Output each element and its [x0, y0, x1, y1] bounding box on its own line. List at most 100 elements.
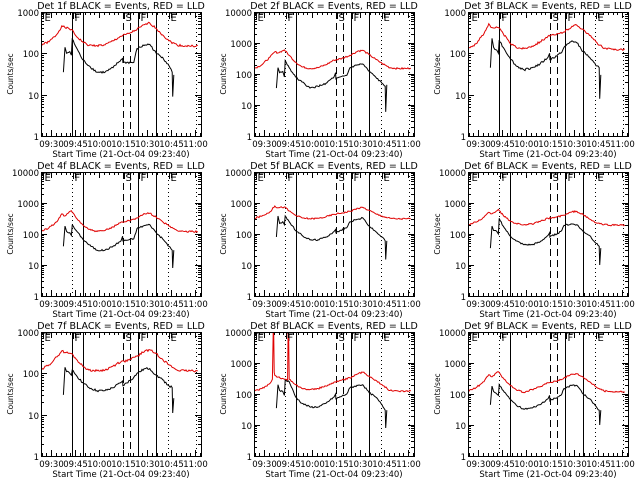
interval-label: F [568, 333, 574, 344]
interval-label: E [258, 173, 264, 184]
y-tick-label: 100 [23, 370, 39, 380]
plot-frame [41, 332, 202, 457]
x-axis-label: Start Time (21-Oct-04 09:23:40) [265, 310, 402, 320]
x-axis-label: Start Time (21-Oct-04 09:23:40) [265, 470, 402, 480]
x-tick-label: 10:30 [562, 140, 587, 150]
x-tick-label: 10:45 [159, 300, 184, 310]
interval-label: E [598, 13, 604, 24]
interval-label: F [568, 13, 574, 24]
lld-series-line [41, 210, 199, 233]
interval-label: E [384, 333, 390, 344]
interval-label: S [126, 173, 132, 184]
interval-label: F [288, 13, 294, 24]
interval-label: F [141, 13, 147, 24]
y-axis-label: Counts/sec [6, 53, 15, 94]
x-tick-label: 10:45 [159, 460, 184, 470]
y-axis-label: Counts/sec [433, 213, 442, 254]
interval-label: S [339, 13, 345, 24]
plot-title: Det 3f BLACK = Events, RED = LLD [464, 1, 632, 12]
x-tick-label: 10:00 [300, 300, 325, 310]
x-tick-label: 10:15 [111, 140, 136, 150]
x-tick-label: 09:45 [63, 300, 88, 310]
plot-title: Det 2f BLACK = Events, RED = LLD [250, 1, 418, 12]
y-axis-label: Counts/sec [219, 213, 228, 254]
y-tick-label: 1 [34, 453, 39, 463]
x-tick-label: 10:15 [538, 140, 563, 150]
interval-label: S [553, 173, 559, 184]
x-tick-label: 09:45 [490, 460, 515, 470]
interval-label: E [258, 333, 264, 344]
y-tick-label: 1 [247, 293, 252, 303]
events-series-line [275, 58, 388, 112]
x-tick-label: 10:15 [111, 300, 136, 310]
x-tick-label: 09:45 [276, 460, 301, 470]
interval-label: E [472, 333, 478, 344]
lld-series-line [41, 21, 198, 48]
y-tick-label: 10 [28, 262, 39, 272]
x-tick-label: 10:15 [324, 300, 349, 310]
y-tick-label: 1000 [230, 40, 252, 50]
x-tick-label: 10:00 [300, 460, 325, 470]
time-interval-markers [499, 172, 624, 296]
y-tick-label: 1 [34, 293, 39, 303]
plot-title: Det 8f BLACK = Events, RED = LLD [250, 321, 418, 332]
x-tick-label: 10:30 [135, 140, 160, 150]
x-tick-label: 10:00 [87, 140, 112, 150]
y-tick-label: 10 [241, 102, 252, 112]
time-interval-markers [285, 172, 410, 296]
x-tick-label: 09:30 [252, 300, 277, 310]
x-tick-label: 09:30 [466, 460, 491, 470]
y-tick-label: 10000 [439, 329, 466, 339]
interval-label: S [553, 333, 559, 344]
time-interval-markers [285, 12, 410, 136]
y-tick-label: 10000 [12, 169, 39, 179]
x-tick-label: 10:00 [514, 300, 539, 310]
interval-label: E [598, 333, 604, 344]
y-axis-label: Counts/sec [219, 373, 228, 414]
y-tick-label: 1 [461, 453, 466, 463]
interval-label: E [384, 13, 390, 24]
y-tick-label: 10 [241, 262, 252, 272]
interval-label: F [354, 333, 360, 344]
x-tick-label: 10:45 [586, 460, 611, 470]
y-tick-label: 1 [461, 293, 466, 303]
x-axis-label: Start Time (21-Oct-04 09:23:40) [479, 470, 616, 480]
x-tick-label: 11:00 [610, 460, 635, 470]
x-tick-label: 10:15 [538, 300, 563, 310]
x-tick-label: 10:00 [87, 460, 112, 470]
y-axis-label: Counts/sec [219, 53, 228, 94]
y-tick-label: 10000 [225, 169, 252, 179]
y-tick-label: 100 [450, 391, 466, 401]
x-tick-label: 10:45 [372, 460, 397, 470]
x-axis-label: Start Time (21-Oct-04 09:23:40) [52, 310, 189, 320]
y-tick-label: 100 [450, 231, 466, 241]
y-tick-label: 10 [455, 92, 466, 102]
events-series-line [489, 38, 602, 99]
interval-label: F [502, 13, 508, 24]
events-series-line [62, 223, 175, 269]
time-interval-markers [72, 12, 197, 136]
x-tick-label: 10:30 [562, 460, 587, 470]
interval-label: F [502, 173, 508, 184]
x-tick-label: 10:30 [135, 460, 160, 470]
interval-label: S [126, 333, 132, 344]
lld-series-line [41, 349, 198, 373]
y-tick-label: 1 [247, 133, 252, 143]
x-tick-label: 10:00 [514, 460, 539, 470]
plot-frame [468, 332, 629, 457]
time-interval-markers [499, 332, 624, 456]
x-tick-label: 10:00 [87, 300, 112, 310]
y-tick-label: 1000 [230, 200, 252, 210]
interval-label: E [45, 173, 51, 184]
lld-series-line [254, 205, 411, 221]
y-tick-label: 1 [461, 133, 466, 143]
y-tick-label: 10 [28, 412, 39, 422]
y-tick-label: 10000 [225, 329, 252, 339]
interval-label: E [384, 173, 390, 184]
